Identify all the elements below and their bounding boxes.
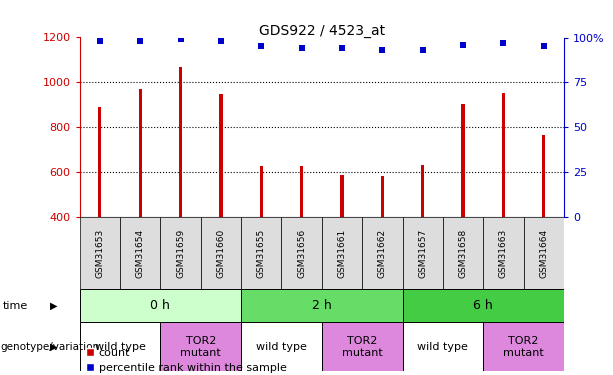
Bar <box>139 89 142 218</box>
Bar <box>80 322 161 371</box>
Bar <box>300 166 303 218</box>
Text: GSM31656: GSM31656 <box>297 229 306 278</box>
Point <box>458 42 468 48</box>
Text: GSM31659: GSM31659 <box>176 229 185 278</box>
Text: genotype/variation: genotype/variation <box>1 342 100 352</box>
Bar <box>161 322 241 371</box>
Text: 0 h: 0 h <box>150 299 170 312</box>
Bar <box>542 135 546 218</box>
Bar <box>281 217 322 290</box>
Text: wild type: wild type <box>417 342 468 352</box>
Text: GSM31661: GSM31661 <box>338 229 346 278</box>
Bar <box>483 322 564 371</box>
Bar <box>421 165 424 218</box>
Bar <box>340 175 344 217</box>
Point <box>418 47 428 53</box>
Text: GSM31663: GSM31663 <box>499 229 508 278</box>
Bar <box>241 322 322 371</box>
Bar <box>403 217 443 290</box>
Bar <box>80 217 120 290</box>
Bar <box>443 217 483 290</box>
Text: TOR2
mutant: TOR2 mutant <box>180 336 221 357</box>
Bar <box>201 217 241 290</box>
Bar <box>483 217 524 290</box>
Text: TOR2
mutant: TOR2 mutant <box>503 336 544 357</box>
Bar <box>241 290 403 322</box>
Bar <box>381 176 384 218</box>
Text: GSM31662: GSM31662 <box>378 229 387 278</box>
Bar <box>120 217 161 290</box>
Point <box>297 45 306 51</box>
Point <box>256 44 266 50</box>
Bar <box>403 322 483 371</box>
Text: 2 h: 2 h <box>312 299 332 312</box>
Point <box>95 38 105 44</box>
Bar <box>524 217 564 290</box>
Text: GSM31653: GSM31653 <box>96 229 104 278</box>
Point <box>216 38 226 44</box>
Text: 6 h: 6 h <box>473 299 493 312</box>
Text: wild type: wild type <box>94 342 145 352</box>
Bar <box>462 104 465 218</box>
Point <box>176 36 186 42</box>
Bar <box>80 290 241 322</box>
Text: GSM31657: GSM31657 <box>418 229 427 278</box>
Text: GSM31654: GSM31654 <box>135 229 145 278</box>
Text: GSM31664: GSM31664 <box>539 229 548 278</box>
Text: time: time <box>3 301 28 311</box>
Bar <box>241 217 281 290</box>
Bar <box>179 67 182 218</box>
Point <box>498 40 508 46</box>
Bar <box>502 93 505 218</box>
Bar <box>219 94 223 218</box>
Bar <box>362 217 403 290</box>
Legend: count, percentile rank within the sample: count, percentile rank within the sample <box>85 348 286 373</box>
Bar <box>260 166 263 218</box>
Text: TOR2
mutant: TOR2 mutant <box>342 336 383 357</box>
Text: GSM31655: GSM31655 <box>257 229 266 278</box>
Text: GDS922 / 4523_at: GDS922 / 4523_at <box>259 24 385 38</box>
Text: ▶: ▶ <box>50 301 58 311</box>
Point <box>135 38 145 44</box>
Bar <box>322 322 403 371</box>
Bar <box>403 290 564 322</box>
Text: wild type: wild type <box>256 342 307 352</box>
Point <box>378 47 387 53</box>
Text: GSM31658: GSM31658 <box>459 229 468 278</box>
Bar <box>98 107 102 218</box>
Bar <box>322 217 362 290</box>
Point <box>337 45 347 51</box>
Text: GSM31660: GSM31660 <box>216 229 226 278</box>
Bar <box>161 217 201 290</box>
Text: ▶: ▶ <box>50 342 58 352</box>
Point <box>539 44 549 50</box>
